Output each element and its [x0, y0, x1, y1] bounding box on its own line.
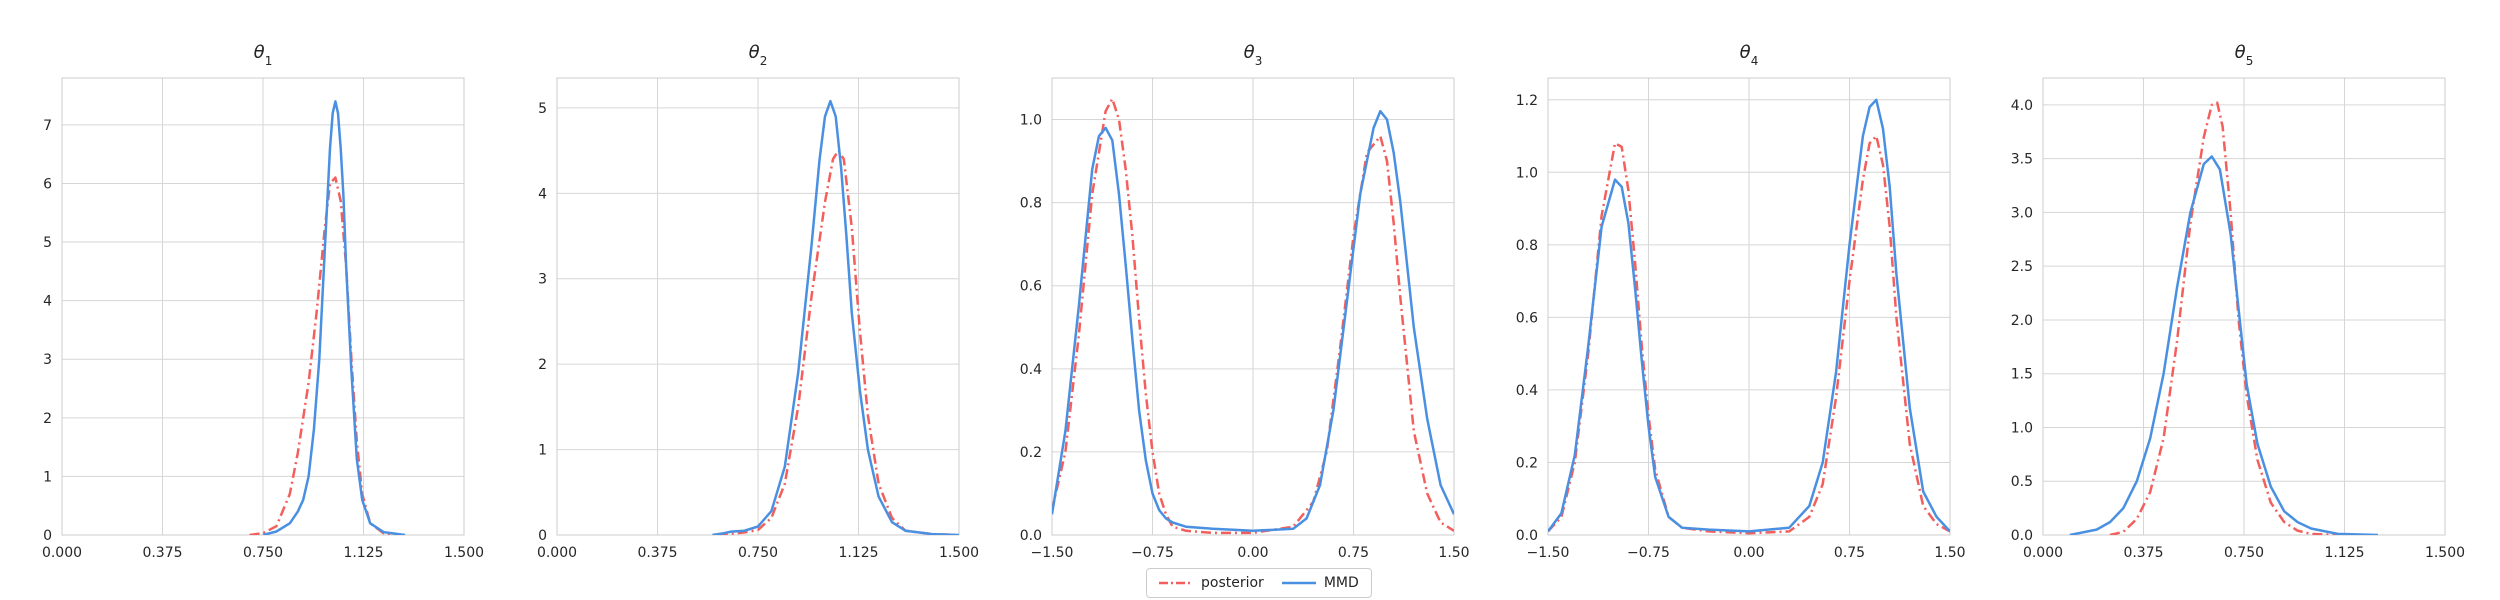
x-tick-label: 1.125 — [2324, 545, 2364, 561]
legend-item-mmd: MMD — [1281, 575, 1359, 591]
series-line-mmd — [262, 100, 406, 535]
x-tick-label: 1.500 — [939, 545, 979, 561]
y-tick-label: 1.2 — [1516, 93, 1538, 109]
subplot-4: −1.50 −0.75 0.00 0.75 1.50 0.0 0.2 0.4 0.6 0.8 1.0… — [1516, 42, 1966, 561]
y-tick-label: 0.8 — [1516, 238, 1538, 254]
legend-item-posterior: posterior — [1159, 575, 1264, 591]
y-tick-label: 0.4 — [1020, 362, 1042, 378]
x-tick-label: 0.000 — [2023, 545, 2063, 561]
plot-frame — [2042, 77, 2446, 536]
y-tick-label: 4 — [43, 294, 52, 310]
x-tick-label: 0.375 — [637, 545, 677, 561]
y-tick-label: 0.6 — [1020, 279, 1042, 295]
plot-frame — [556, 77, 960, 536]
subplot-3: −1.50 −0.75 0.00 0.75 1.50 0.0 0.2 0.4 0.6 0.8 1.0… — [1020, 42, 1470, 561]
series-line-posterior — [1052, 97, 1454, 535]
x-tick-label: −0.75 — [1627, 545, 1670, 561]
y-tick-label: 0 — [43, 528, 52, 544]
subplot-title: θ3 — [1244, 42, 1263, 68]
y-tick-label: 1 — [538, 443, 547, 459]
x-tick-label: 1.50 — [1934, 545, 1965, 561]
subplot-1: 0.000 0.375 0.750 1.125 1.500 0 1 2 3 4 5 6 7 θ1 — [42, 42, 484, 561]
x-tick-label: 0.375 — [2123, 545, 2163, 561]
x-tick-label: −1.50 — [1031, 545, 1074, 561]
y-tick-label: 3.5 — [2011, 152, 2033, 168]
series-line-mmd — [1548, 98, 1950, 533]
subplot-grid: 0.000 0.375 0.750 1.125 1.50001234567θ10.000… — [42, 42, 2465, 561]
y-tick-label: 4 — [538, 186, 547, 202]
y-tick-label: 5 — [538, 101, 547, 117]
y-tick-label: 1.0 — [1020, 113, 1042, 129]
legend-label-posterior: posterior — [1201, 575, 1264, 591]
x-tick-label: 1.500 — [2425, 545, 2465, 561]
x-tick-label: 0.750 — [243, 545, 283, 561]
y-tick-label: 0.6 — [1516, 310, 1538, 326]
y-tick-label: 1.5 — [2011, 367, 2033, 383]
subplot-title: θ5 — [2235, 42, 2254, 68]
y-tick-label: 6 — [43, 176, 52, 192]
y-tick-label: 0 — [538, 528, 547, 544]
y-tick-label: 3 — [43, 352, 52, 368]
series-line-mmd — [2069, 155, 2379, 535]
x-tick-label: 0.00 — [1733, 545, 1764, 561]
legend-swatch-posterior — [1159, 581, 1193, 585]
legend-label-mmd: MMD — [1323, 575, 1359, 591]
subplot-2: 0.000 0.375 0.750 1.125 1.500 0 1 2 3 4 5 θ2 — [537, 42, 979, 561]
subplot-5: 0.000 0.375 0.750 1.125 1.500 0.0 0.5 1.0 1.5 2.0… — [2011, 42, 2465, 561]
series-line-mmd — [1052, 109, 1454, 533]
subplot-title: θ4 — [1740, 42, 1759, 68]
legend-swatch-mmd — [1281, 581, 1316, 585]
x-tick-label: 1.500 — [444, 545, 484, 561]
x-tick-label: 0.75 — [1834, 545, 1865, 561]
y-tick-label: 0.8 — [1020, 196, 1042, 212]
x-tick-label: −0.75 — [1131, 545, 1174, 561]
y-tick-label: 3 — [538, 272, 547, 288]
series-line-posterior — [717, 149, 959, 535]
y-tick-label: 0.0 — [1516, 528, 1538, 544]
y-tick-label: 1.0 — [2011, 420, 2033, 436]
y-tick-label: 4.0 — [2011, 98, 2033, 114]
y-tick-label: 0.0 — [2011, 528, 2033, 544]
series-line-posterior — [1548, 134, 1950, 535]
y-tick-label: 2.0 — [2011, 313, 2033, 329]
x-tick-label: 0.000 — [42, 545, 82, 561]
series-line-posterior — [2109, 101, 2338, 535]
y-tick-label: 0.2 — [1516, 455, 1538, 471]
legend: posterior MMD — [1146, 568, 1372, 598]
subplot-title: θ2 — [749, 42, 768, 68]
x-tick-label: 0.375 — [142, 545, 182, 561]
y-tick-label: 0.5 — [2011, 474, 2033, 490]
x-tick-label: −1.50 — [1527, 545, 1570, 561]
y-tick-label: 2 — [538, 357, 547, 373]
y-tick-label: 2 — [43, 411, 52, 427]
y-tick-label: 2.5 — [2011, 259, 2033, 275]
y-tick-label: 1.0 — [1516, 165, 1538, 181]
x-tick-label: 0.000 — [537, 545, 577, 561]
x-tick-label: 0.750 — [738, 545, 778, 561]
series-line-posterior — [249, 176, 398, 535]
plot-frame — [1547, 77, 1951, 536]
x-tick-label: 1.125 — [838, 545, 878, 561]
y-tick-label: 0.4 — [1516, 383, 1538, 399]
x-tick-label: 0.750 — [2224, 545, 2264, 561]
y-tick-label: 1 — [43, 469, 52, 485]
y-tick-label: 3.0 — [2011, 205, 2033, 221]
x-tick-label: 0.00 — [1237, 545, 1268, 561]
y-tick-label: 7 — [43, 118, 52, 134]
subplot-title: θ1 — [254, 42, 273, 68]
plot-frame — [1051, 77, 1455, 536]
series-line-mmd — [712, 99, 959, 535]
y-tick-label: 0.0 — [1020, 528, 1042, 544]
x-tick-label: 1.50 — [1438, 545, 1469, 561]
y-tick-label: 0.2 — [1020, 445, 1042, 461]
y-tick-label: 5 — [43, 235, 52, 251]
x-tick-label: 1.125 — [343, 545, 383, 561]
x-tick-label: 0.75 — [1338, 545, 1369, 561]
